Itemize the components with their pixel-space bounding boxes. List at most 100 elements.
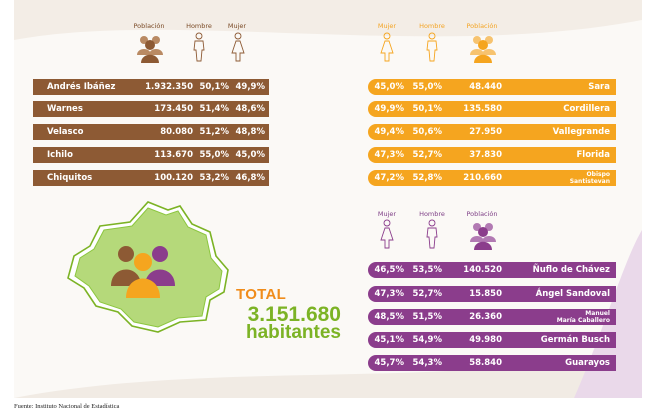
header-hombre-orange: Hombre [419, 22, 445, 30]
poblacion-value: 27.950 [469, 127, 502, 137]
hombre-value: 55,0% [412, 82, 443, 92]
left-row: Warnes 173.450 51,4% 48,6% [33, 101, 269, 117]
poblacion-value: 15.850 [469, 289, 502, 299]
mujer-value: 47,3% [374, 289, 405, 299]
man-icon [426, 219, 438, 249]
mujer-value: 48,5% [374, 312, 405, 322]
mujer-value: 45,0% [374, 82, 405, 92]
left-row: Ichilo 113.670 55,0% 45,0% [33, 147, 269, 163]
province-name: Ichilo [47, 150, 73, 160]
total-unit: habitantes [245, 322, 341, 343]
mujer-value: 47,3% [374, 150, 405, 160]
population-group-icon [137, 36, 163, 63]
hombre-value: 52,7% [412, 150, 443, 160]
right-purple-row: 46,5% 53,5% 140.520 Ñuflo de Chávez [368, 262, 616, 278]
poblacion-value: 48.440 [469, 82, 502, 92]
poblacion-value: 37.830 [469, 150, 502, 160]
header-mujer-orange: Mujer [377, 22, 397, 30]
poblacion-value: 210.660 [463, 173, 502, 183]
mujer-value: 45,7% [374, 358, 405, 368]
province-name: Florida [576, 150, 611, 160]
poblacion-value: 113.670 [154, 150, 193, 160]
right-orange-row: 49,4% 50,6% 27.950 Vallegrande [368, 124, 616, 140]
poblacion-value: 100.120 [154, 173, 193, 183]
header-poblacion-left: Población [133, 22, 165, 30]
poblacion-value: 140.520 [463, 265, 502, 275]
header-poblacion-purple: Población [466, 210, 498, 218]
woman-icon [380, 219, 394, 249]
woman-icon [231, 32, 245, 62]
province-name: Germán Busch [540, 335, 610, 345]
header-mujer-purple: Mujer [377, 210, 397, 218]
left-row: Andrés Ibáñez 1.932.350 50,1% 49,9% [33, 79, 269, 95]
right-orange-row: 49,9% 50,1% 135.580 Cordillera [368, 101, 616, 117]
province-name: Warnes [47, 104, 83, 114]
hombre-value: 50,1% [412, 104, 443, 114]
province-name: Sara [588, 82, 610, 92]
hombre-value: 50,6% [412, 127, 443, 137]
source-note: Fuente: Instituto Nacional de Estadístic… [14, 403, 120, 410]
poblacion-value: 58.840 [469, 358, 502, 368]
poblacion-value: 1.932.350 [145, 82, 193, 92]
province-name: Vallegrande [552, 127, 610, 137]
poblacion-value: 173.450 [154, 104, 193, 114]
hombre-value: 51,2% [199, 127, 230, 137]
poblacion-value: 80.080 [160, 127, 193, 137]
mujer-value: 46,5% [374, 265, 405, 275]
right-purple-row: 47,3% 52,7% 15.850 Ángel Sandoval [368, 286, 616, 302]
province-name: Andrés Ibáñez [47, 82, 116, 92]
right-purple-row: 45,7% 54,3% 58.840 Guarayos [368, 355, 616, 371]
left-row: Chiquitos 100.120 53,2% 46,8% [33, 170, 269, 186]
hombre-value: 50,1% [199, 82, 230, 92]
hombre-value: 53,5% [412, 265, 443, 275]
man-icon [193, 32, 205, 62]
mujer-value: 48,8% [235, 127, 266, 137]
province-name-line2: Santistevan [569, 177, 610, 185]
mujer-value: 49,9% [374, 104, 405, 114]
mujer-value: 45,0% [235, 150, 266, 160]
header-mujer-left: Mujer [227, 22, 247, 30]
province-name: Velasco [47, 127, 84, 137]
right-purple-row: 45,1% 54,9% 49.980 Germán Busch [368, 332, 616, 348]
right-orange-row: 47,3% 52,7% 37.830 Florida [368, 147, 616, 163]
hombre-value: 53,2% [199, 173, 230, 183]
province-name: Ángel Sandoval [535, 289, 610, 299]
population-group-icon [470, 36, 496, 63]
province-name: Chiquitos [47, 173, 93, 183]
hombre-value: 51,5% [412, 312, 443, 322]
header-poblacion-orange: Población [466, 22, 498, 30]
woman-icon [380, 32, 394, 62]
mujer-value: 49,4% [374, 127, 405, 137]
right-orange-row: 45,0% 55,0% 48.440 Sara [368, 79, 616, 95]
hombre-value: 52,8% [412, 173, 443, 183]
right-orange-row: 47,2% 52,8% 210.660 Obispo Santistevan [368, 170, 616, 186]
mujer-value: 49,9% [235, 82, 266, 92]
total-value: 3.151.680 [247, 303, 341, 326]
population-group-icon [470, 223, 496, 250]
poblacion-value: 49.980 [469, 335, 502, 345]
bolivia-map-illustration [67, 201, 229, 333]
mujer-value: 45,1% [374, 335, 405, 345]
hombre-value: 51,4% [199, 104, 230, 114]
province-name: Obispo Santistevan [508, 171, 610, 185]
right-purple-row: 48,5% 51,5% 26.360 Manuel María Caballero [368, 309, 616, 325]
left-row: Velasco 80.080 51,2% 48,8% [33, 124, 269, 140]
total-label: TOTAL [236, 286, 287, 303]
mujer-value: 46,8% [235, 173, 266, 183]
poblacion-value: 135.580 [463, 104, 502, 114]
header-hombre-left: Hombre [186, 22, 212, 30]
province-name: Ñuflo de Chávez [532, 265, 610, 275]
province-name-line1: Obispo [586, 171, 610, 178]
province-name-line1: Manuel [585, 310, 610, 317]
man-icon [426, 32, 438, 62]
province-name: Cordillera [563, 104, 610, 114]
province-name: Guarayos [565, 358, 610, 368]
hombre-value: 54,3% [412, 358, 443, 368]
hombre-value: 54,9% [412, 335, 443, 345]
province-name-line2: María Caballero [556, 316, 610, 324]
poblacion-value: 26.360 [469, 312, 502, 322]
province-name: Manuel María Caballero [508, 310, 610, 324]
hombre-value: 55,0% [199, 150, 230, 160]
header-hombre-purple: Hombre [419, 210, 445, 218]
